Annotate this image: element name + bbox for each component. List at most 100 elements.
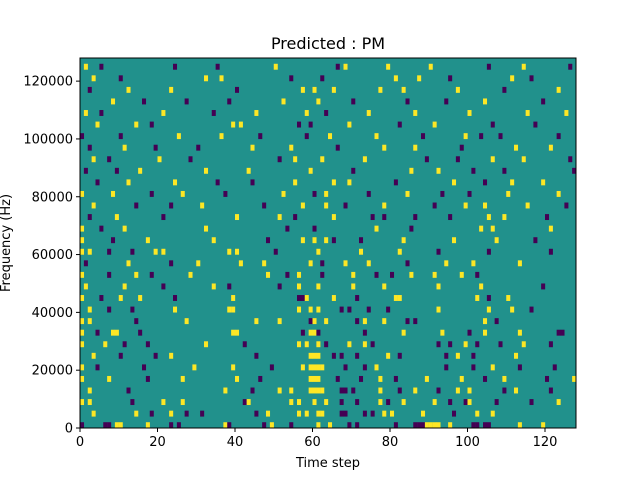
heatmap-cell xyxy=(382,318,387,325)
heatmap-cell xyxy=(188,156,193,163)
heatmap-cell xyxy=(448,341,453,348)
heatmap-cell xyxy=(254,410,259,417)
y-tick-label: 80000 xyxy=(32,190,73,205)
heatmap-cell xyxy=(444,364,449,371)
heatmap-cell xyxy=(339,352,344,359)
heatmap-cell xyxy=(308,306,313,313)
heatmap-cell xyxy=(560,329,565,336)
heatmap-cell xyxy=(304,341,309,348)
heatmap-cell xyxy=(80,237,85,244)
heatmap-cell xyxy=(459,375,464,382)
heatmap-cell xyxy=(316,306,321,313)
heatmap-cell xyxy=(510,75,515,82)
heatmap-cell xyxy=(312,364,317,371)
heatmap-cell xyxy=(324,318,329,325)
heatmap-cell xyxy=(161,283,166,290)
heatmap-cell xyxy=(490,121,495,128)
heatmap-cell xyxy=(161,214,166,221)
heatmap-cell xyxy=(401,399,406,406)
heatmap-cell xyxy=(312,190,317,197)
heatmap-cell xyxy=(316,98,321,105)
heatmap-cell xyxy=(339,387,344,394)
heatmap-cell xyxy=(525,202,530,209)
x-axis: 0 20 40 60 80 100 120 xyxy=(76,428,558,450)
heatmap-cell xyxy=(80,375,85,382)
heatmap-cell xyxy=(238,260,243,267)
heatmap-cell xyxy=(188,271,193,278)
heatmap-cell xyxy=(545,214,550,221)
heatmap-cell xyxy=(355,295,360,301)
heatmap-cell xyxy=(293,179,298,186)
heatmap-cell xyxy=(359,248,364,255)
heatmap-cell xyxy=(331,214,336,221)
heatmap-cell xyxy=(374,133,379,140)
x-tick-label: 120 xyxy=(533,435,558,450)
heatmap-cell xyxy=(417,75,422,82)
heatmap-cell xyxy=(517,422,522,429)
heatmap-cell xyxy=(258,133,263,140)
x-tick-label: 20 xyxy=(149,435,166,450)
heatmap-cell xyxy=(312,387,317,394)
heatmap-cell xyxy=(405,260,410,267)
heatmap-cell xyxy=(378,375,383,382)
heatmap-cell xyxy=(250,144,255,151)
heatmap-cell xyxy=(347,179,352,186)
heatmap-cell xyxy=(83,110,88,116)
heatmap-cell xyxy=(242,341,247,348)
heatmap-cell xyxy=(99,63,104,70)
heatmap-cell xyxy=(413,214,418,221)
heatmap-cell xyxy=(490,410,495,417)
heatmap-cells xyxy=(80,63,577,429)
heatmap-cell xyxy=(471,422,476,429)
heatmap-cell xyxy=(153,352,158,359)
heatmap-cell xyxy=(351,283,356,290)
heatmap-cell xyxy=(80,422,85,429)
heatmap-cell xyxy=(297,306,302,313)
heatmap-cell xyxy=(304,295,309,301)
heatmap-cell xyxy=(347,422,352,429)
heatmap-cell xyxy=(289,399,294,406)
heatmap-cell xyxy=(556,190,561,197)
heatmap-cell xyxy=(262,422,267,429)
heatmap-cell xyxy=(99,225,104,232)
heatmap-cell xyxy=(308,364,313,371)
heatmap-cell xyxy=(517,329,522,336)
heatmap-cell xyxy=(227,248,232,255)
heatmap-cell xyxy=(316,329,321,336)
heatmap-cell xyxy=(316,248,321,255)
heatmap-cell xyxy=(347,341,352,348)
heatmap-cell xyxy=(331,86,336,93)
heatmap-cell xyxy=(548,144,553,151)
heatmap-cell xyxy=(80,329,85,336)
heatmap-cell xyxy=(378,399,383,406)
heatmap-cell xyxy=(517,260,522,267)
heatmap-cell xyxy=(312,237,317,244)
heatmap-cell xyxy=(130,306,135,313)
heatmap-cell xyxy=(289,144,294,151)
heatmap-cell xyxy=(421,133,426,140)
heatmap-cell xyxy=(180,399,185,406)
heatmap-cell xyxy=(95,364,100,371)
heatmap-cell xyxy=(277,214,282,221)
heatmap-cell xyxy=(161,248,166,255)
heatmap-cell xyxy=(80,225,85,232)
heatmap-cell xyxy=(479,283,484,290)
heatmap-cell xyxy=(87,86,92,93)
heatmap-cell xyxy=(99,110,104,116)
x-tick-label: 80 xyxy=(382,435,399,450)
heatmap-cell xyxy=(304,133,309,140)
heatmap-cell xyxy=(521,156,526,163)
heatmap-cell xyxy=(157,156,162,163)
heatmap-cell xyxy=(355,422,360,429)
heatmap-cell xyxy=(572,375,577,382)
heatmap-cell xyxy=(227,306,232,313)
heatmap-cell xyxy=(370,341,375,348)
heatmap-cell xyxy=(455,387,460,394)
heatmap-cell xyxy=(180,190,185,197)
heatmap-cell xyxy=(483,202,488,209)
heatmap-cell xyxy=(145,341,150,348)
heatmap-cell xyxy=(246,167,251,174)
heatmap-cell xyxy=(475,410,480,417)
heatmap-cell xyxy=(173,295,178,301)
